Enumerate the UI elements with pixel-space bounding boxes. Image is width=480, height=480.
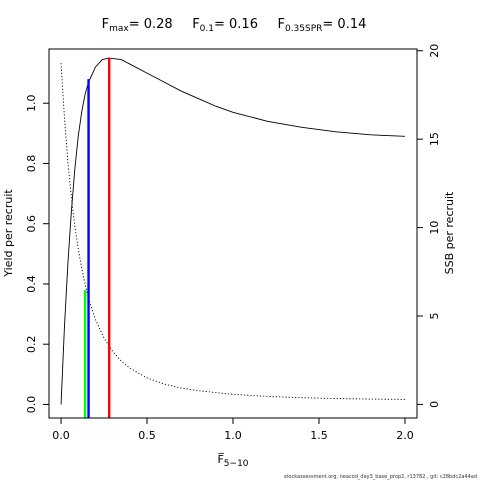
x-tick-label: 2.0 [396, 429, 414, 442]
ypr-line [60, 57, 405, 405]
y-left-tick-label: 0.8 [25, 155, 38, 173]
y-right-tick-label: 10 [428, 221, 441, 235]
y-right-axis-ticks: 0 5 10 15 20 [417, 44, 441, 408]
y-left-tick-label: 0.6 [25, 215, 38, 233]
reference-lines-group [83, 58, 111, 418]
y-left-tick-label: 0.4 [25, 275, 38, 293]
y-left-tick-label: 0.0 [25, 396, 38, 414]
y-right-tick-label: 5 [428, 312, 441, 319]
footer-note: stockassessment.org, neacod_day3_base_pr… [284, 474, 477, 480]
y-left-tick-label: 0.2 [25, 335, 38, 353]
x-tick-label: 0.0 [52, 429, 70, 442]
x-tick-label: 1.5 [310, 429, 328, 442]
x-axis-ticks: 0.0 0.5 1.0 1.5 2.0 [52, 418, 414, 442]
x-tick-label: 0.5 [138, 429, 156, 442]
plot-frame [48, 48, 418, 419]
x-axis-title: F̅5−10 [217, 453, 248, 469]
y-right-tick-label: 20 [428, 44, 441, 58]
chart-title: Fmax= 0.28 F0.1= 0.16 F0.35SPR= 0.14 [102, 17, 367, 34]
series-group [60, 57, 405, 405]
y-left-tick-label: 1.0 [25, 94, 38, 112]
y-left-axis-title: Yield per recruit [2, 189, 15, 278]
y-right-axis-title: SSB per recruit [443, 191, 456, 274]
x-tick-label: 1.0 [224, 429, 242, 442]
spr-line [60, 63, 405, 400]
y-right-tick-label: 15 [428, 132, 441, 146]
y-left-axis-ticks: 0.0 0.2 0.4 0.6 0.8 1.0 [25, 94, 49, 413]
y-right-tick-label: 0 [428, 401, 441, 408]
